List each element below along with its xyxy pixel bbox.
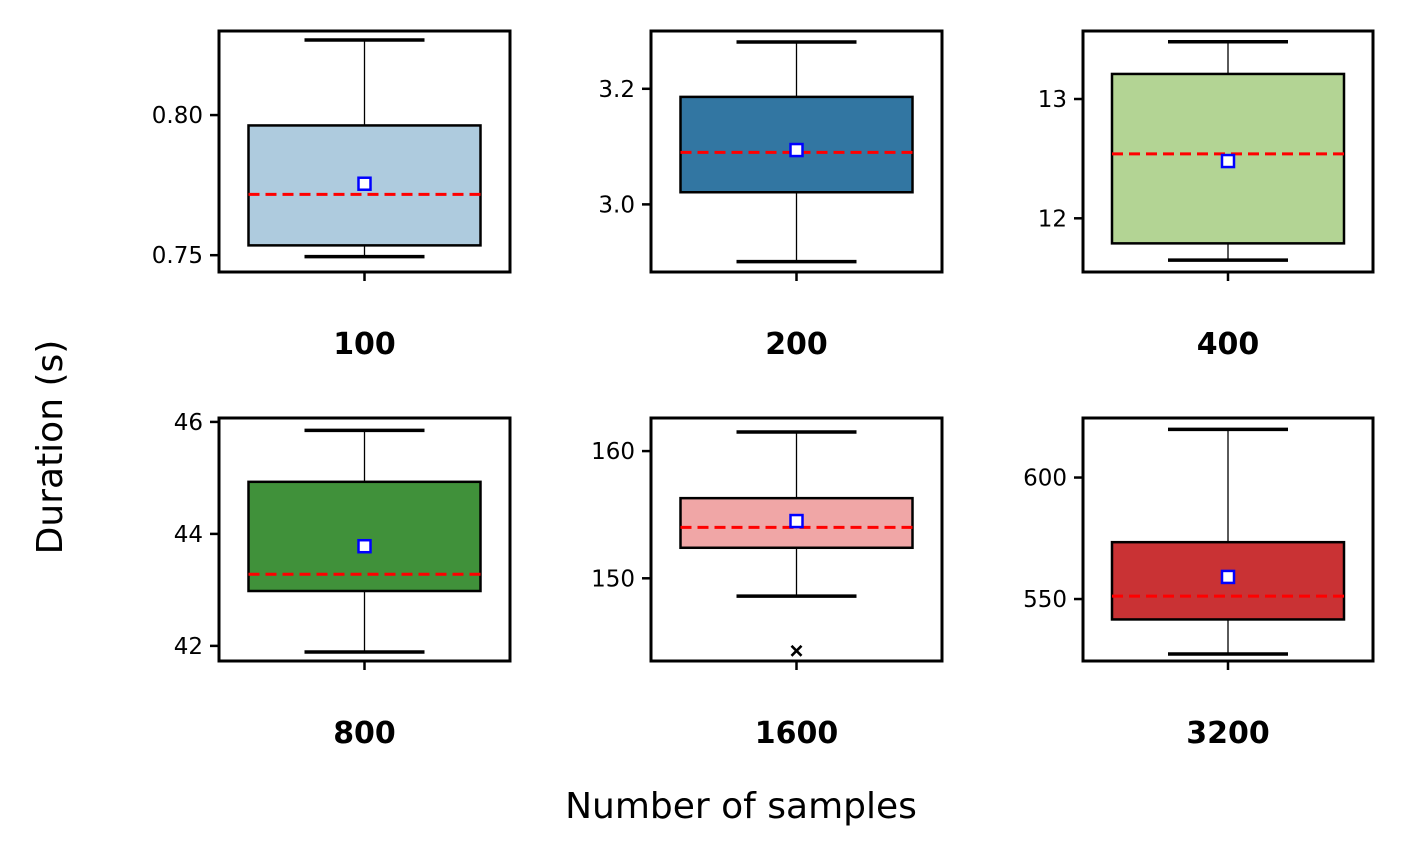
panel-grid: 0.750.801003.03.220012134004244468001501… [152,29,1375,751]
y-tick-label: 13 [1038,87,1067,113]
panel-label: 3200 [1186,716,1270,751]
panel-frame [217,29,512,274]
panel-label: 800 [333,716,396,751]
panel-label: 400 [1197,327,1260,362]
y-tick-label: 12 [1038,206,1067,232]
y-tick-label: 550 [1023,587,1067,613]
y-tick-label: 46 [174,410,203,436]
mean-marker [357,176,372,191]
panel-label: 100 [333,327,396,362]
y-tick-label: 44 [174,522,203,548]
mean-marker [357,538,372,554]
y-tick-label: 42 [174,634,203,660]
y-tick-label: 150 [591,566,635,592]
mean-marker [1220,153,1236,169]
panel-label: 200 [765,327,828,362]
y-tick-label: 3.0 [598,192,635,218]
panel-3200: 550 600 3200 [1023,416,1375,751]
panel-800: 42 44 46 800 [174,410,512,751]
panel-200: 3.0 3.2 200 [598,29,944,362]
panel-frame [649,416,944,663]
panel-1600: 150 160 1600 [591,416,944,751]
mean-marker [789,142,804,158]
panel-frame [217,416,512,663]
panel-100: 0.75 0.80 100 [152,29,512,362]
y-tick-label: 0.75 [152,243,203,269]
panel-frame [649,29,944,274]
mean-marker [1220,569,1236,585]
y-tick-label: 0.80 [152,103,203,129]
y-axis-title: Duration (s) [30,340,71,555]
panel-label: 1600 [755,716,839,751]
y-tick-label: 160 [591,439,635,465]
panel-frame [1081,29,1375,274]
panel-frame [1081,416,1375,663]
y-tick-label: 600 [1023,466,1067,492]
mean-marker [789,513,804,529]
x-axis-title: Number of samples [565,786,917,827]
panel-400: 12 13 400 [1038,29,1375,362]
outlier-marker [790,644,803,657]
y-tick-label: 3.2 [598,77,635,103]
